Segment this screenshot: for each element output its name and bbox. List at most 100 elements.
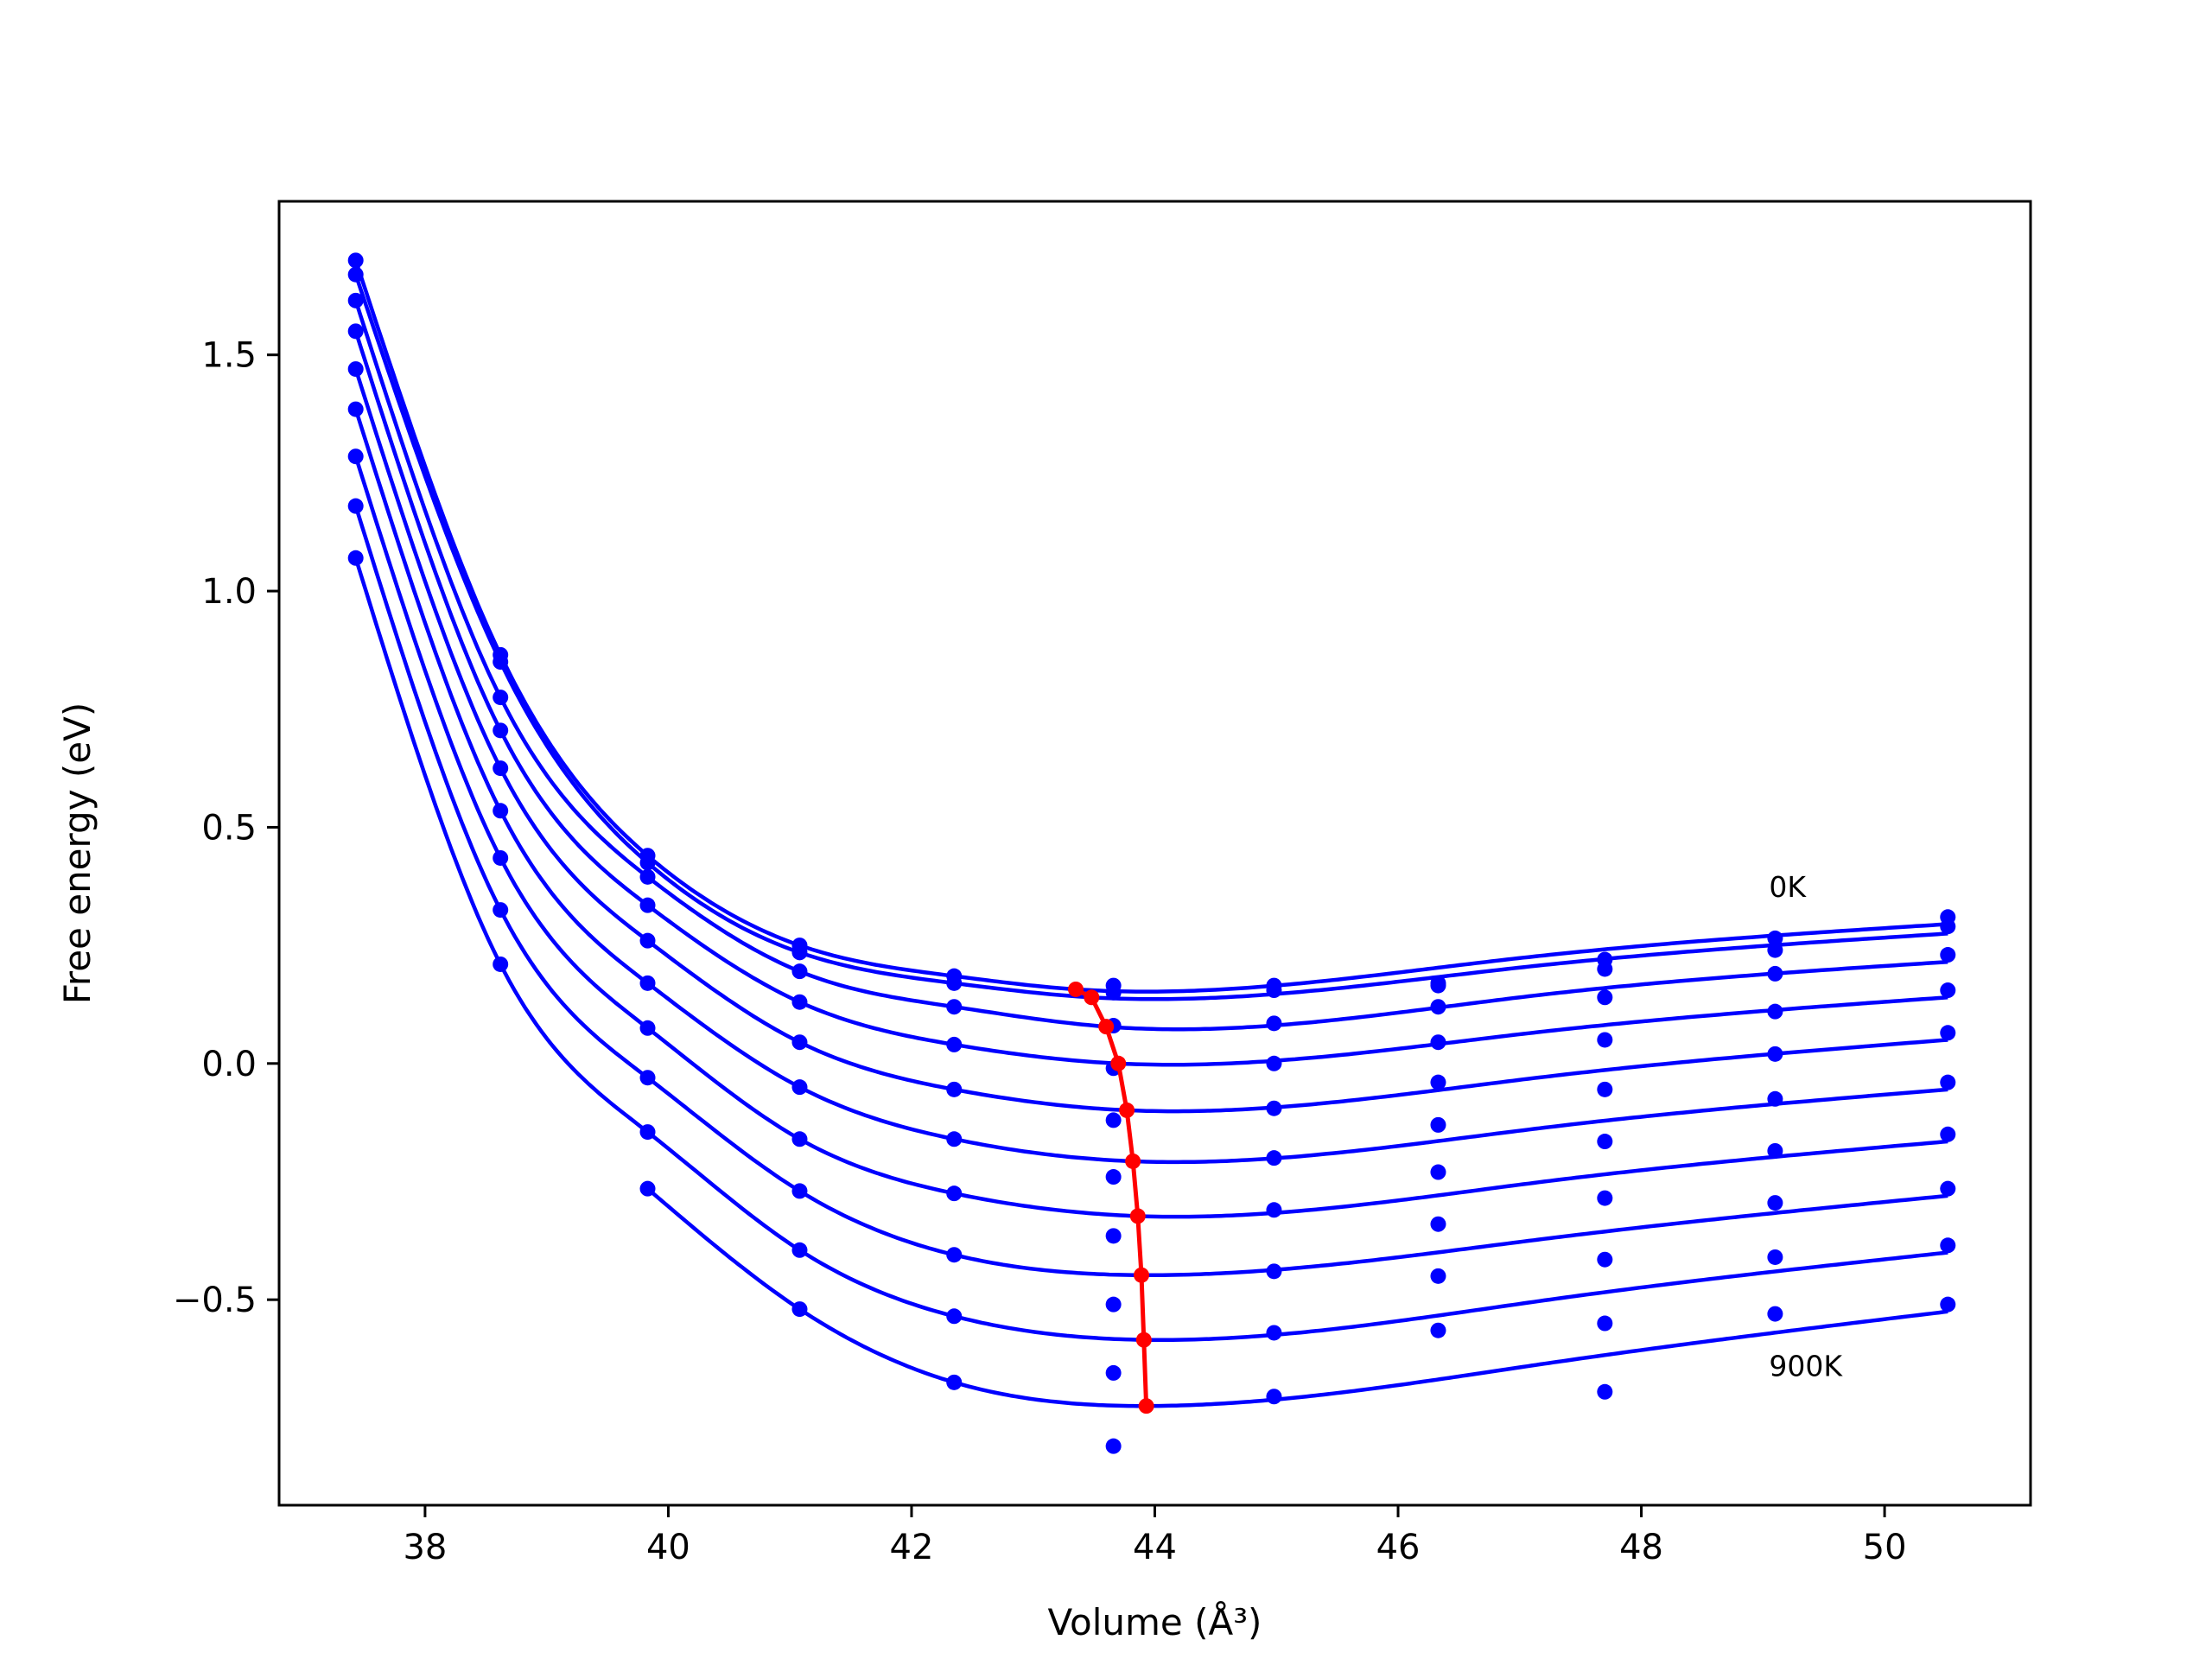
data-point (493, 803, 509, 819)
data-point (1767, 930, 1783, 946)
data-point (791, 1183, 808, 1199)
fit-curve-1 (353, 273, 1948, 1001)
data-point (1940, 947, 1956, 963)
data-point (946, 1185, 963, 1202)
data-point (1940, 1126, 1956, 1142)
minimum-point (1098, 1019, 1115, 1035)
data-point (791, 1301, 808, 1318)
fit-curve-0 (353, 259, 1948, 994)
fit-curve-4 (353, 368, 1948, 1114)
y-tick-label: 1.5 (201, 336, 257, 376)
data-point (1940, 1180, 1956, 1197)
data-point (639, 1020, 656, 1036)
data-point (1105, 1169, 1122, 1185)
x-tick-label: 46 (1376, 1528, 1421, 1567)
data-point (1767, 1249, 1783, 1265)
data-point (1940, 982, 1956, 999)
data-point (946, 1308, 963, 1325)
data-point (639, 932, 656, 949)
x-tick-label: 38 (403, 1528, 447, 1567)
data-point (1597, 961, 1613, 977)
data-point (1767, 1306, 1783, 1322)
data-point (946, 1081, 963, 1097)
x-tick-label: 50 (1863, 1528, 1907, 1567)
fit-curve-3 (353, 330, 1948, 1067)
minimum-point (1068, 981, 1084, 997)
data-point (347, 550, 364, 566)
fit-curve-2 (353, 300, 1948, 1032)
x-tick-label: 44 (1133, 1528, 1177, 1567)
data-point (791, 1034, 808, 1051)
y-tick-label: −0.5 (173, 1281, 257, 1320)
y-tick-label: 0.0 (201, 1045, 257, 1084)
data-point (639, 975, 656, 991)
data-point (1105, 1112, 1122, 1128)
minimum-point (1125, 1153, 1141, 1169)
data-point (946, 999, 963, 1015)
data-point (1266, 1202, 1282, 1218)
data-point (1597, 1190, 1613, 1206)
data-point (1940, 1237, 1956, 1254)
annotations: 0K 900K (1769, 870, 1843, 1383)
data-point (1767, 1090, 1783, 1107)
data-point (1597, 1134, 1613, 1150)
data-point (1105, 1438, 1122, 1454)
data-point (946, 1036, 963, 1052)
data-point (1266, 1055, 1282, 1071)
data-point (1940, 918, 1956, 935)
data-point (347, 292, 364, 308)
data-point (946, 975, 963, 991)
x-tick-label: 40 (646, 1528, 690, 1567)
data-point (791, 1242, 808, 1258)
minimum-curve (1074, 987, 1149, 1407)
data-point (946, 1247, 963, 1263)
data-point (639, 1124, 656, 1141)
y-axis-title: Free energy (eV) (56, 702, 99, 1005)
data-point (347, 401, 364, 417)
data-point (1430, 1322, 1446, 1338)
data-point (1597, 1251, 1613, 1268)
data-point (1767, 1195, 1783, 1211)
data-point (1767, 965, 1783, 982)
data-point (1430, 999, 1446, 1015)
data-point (791, 944, 808, 961)
data-point (1430, 1074, 1446, 1090)
data-point (639, 868, 656, 885)
data-point (946, 1131, 963, 1147)
data-point (791, 1131, 808, 1147)
x-axis: 38 40 42 44 46 48 50 (403, 1505, 1907, 1567)
y-tick-label: 0.5 (201, 808, 257, 848)
data-point (1597, 1032, 1613, 1048)
data-point (493, 722, 509, 739)
data-point (1266, 1263, 1282, 1280)
data-point (791, 1079, 808, 1096)
data-point (1430, 1164, 1446, 1180)
data-point (1597, 989, 1613, 1006)
data-point (1430, 1216, 1446, 1232)
data-point (347, 266, 364, 283)
minimum-point (1110, 1055, 1127, 1071)
data-point (1266, 1100, 1282, 1116)
data-point (347, 498, 364, 514)
data-point (1767, 1003, 1783, 1020)
data-point (1940, 1296, 1956, 1313)
data-point (639, 897, 656, 913)
data-point (1767, 1046, 1783, 1062)
data-point (1105, 1364, 1122, 1381)
data-point (347, 323, 364, 340)
data-point (493, 902, 509, 918)
x-axis-title: Volume (Å³) (1048, 1600, 1262, 1643)
data-point (1105, 1296, 1122, 1313)
minimum-point (1135, 1332, 1152, 1348)
y-axis: −0.5 0.0 0.5 1.0 1.5 (173, 336, 279, 1320)
data-point (493, 654, 509, 671)
data-point (1430, 1116, 1446, 1133)
fit-curve-7 (353, 505, 1948, 1278)
data-point (1266, 982, 1282, 999)
data-point (347, 448, 364, 465)
minimum-point (1119, 1102, 1135, 1118)
data-point (347, 361, 364, 378)
data-point (347, 252, 364, 269)
data-point (639, 1180, 656, 1197)
fit-curve-5 (353, 408, 1948, 1165)
